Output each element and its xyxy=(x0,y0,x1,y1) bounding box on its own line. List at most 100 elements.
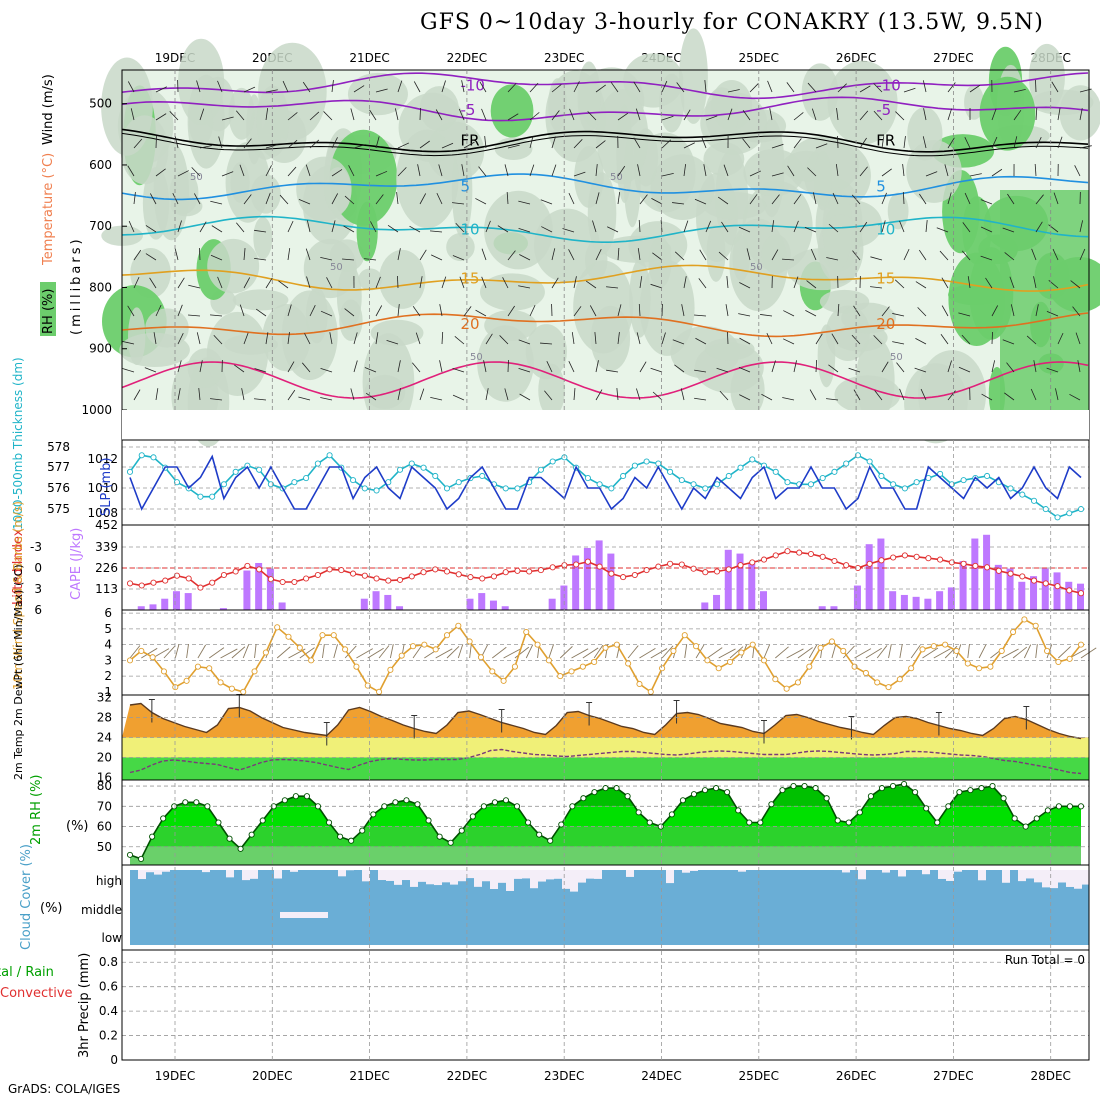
wind-barb xyxy=(771,143,784,149)
wind-barb xyxy=(836,108,839,121)
wind-point xyxy=(726,658,734,665)
rh2m-point xyxy=(679,797,686,804)
rh-area xyxy=(704,338,755,361)
wind-barb xyxy=(551,277,559,289)
wind-barb xyxy=(832,192,839,205)
li-point xyxy=(1066,587,1073,594)
wind-barb-10m xyxy=(174,644,180,659)
bottom-date-label: 26DEC xyxy=(836,1069,876,1083)
rh-area xyxy=(590,305,631,372)
high-cloud-gap xyxy=(842,870,850,873)
rh2m-point xyxy=(513,803,521,810)
cape-bar xyxy=(818,606,826,610)
wind-barb xyxy=(617,192,621,205)
wind-point xyxy=(308,657,315,664)
wind-barb xyxy=(415,332,421,345)
wind-barb xyxy=(475,309,487,317)
y-tick-label: 452 xyxy=(95,518,118,532)
li-point xyxy=(596,563,603,570)
rh2m-point xyxy=(303,793,310,800)
wind-barb xyxy=(595,389,603,401)
rh2m-point xyxy=(248,831,255,838)
wind-barb xyxy=(217,276,223,289)
wind-barb xyxy=(782,397,795,401)
rh2m-point xyxy=(292,793,299,800)
rh2m-point xyxy=(746,819,753,826)
li-point xyxy=(1077,590,1085,597)
wind-barb xyxy=(859,166,868,177)
wind-barb xyxy=(769,108,773,121)
wind-barb xyxy=(639,194,648,205)
li-point xyxy=(326,566,333,573)
rh2m-point xyxy=(779,787,786,794)
wind-barb xyxy=(739,282,751,289)
rh2m-point xyxy=(956,789,963,796)
li-point xyxy=(749,559,756,566)
wind-point xyxy=(693,643,700,650)
wind-barb xyxy=(683,142,695,149)
wind-barb xyxy=(699,249,707,261)
rh2m-point xyxy=(160,815,167,822)
rh-legend-swatch xyxy=(40,282,56,336)
thickness-point xyxy=(256,466,263,473)
y-tick-label: 32 xyxy=(97,691,112,705)
contour-line xyxy=(121,96,1089,122)
cape-bar xyxy=(936,591,944,610)
wind-barb xyxy=(892,341,905,345)
wind-barb xyxy=(617,165,626,177)
wind-barb xyxy=(551,248,556,261)
rh2m-point xyxy=(325,819,333,826)
wind-barb xyxy=(661,172,674,177)
wind-barb xyxy=(507,82,517,93)
wind-barb-10m xyxy=(197,644,207,659)
wind-barb xyxy=(1013,89,1026,93)
wind-barb xyxy=(771,220,775,233)
wind-barb xyxy=(639,361,647,373)
rh-area xyxy=(761,234,791,275)
wind-barb xyxy=(606,286,619,289)
li-point xyxy=(925,555,932,562)
wind-barb xyxy=(961,250,971,261)
wind-barb xyxy=(939,250,949,261)
y-tick-label: 6 xyxy=(104,606,112,620)
wind-barb-10m xyxy=(457,644,464,659)
wind-barb-10m xyxy=(220,648,238,659)
wind-barb xyxy=(594,332,597,345)
wind-barb-10m xyxy=(469,643,472,659)
li-point xyxy=(209,579,216,586)
wind-barb xyxy=(169,111,179,121)
rh2m-point xyxy=(359,827,366,834)
chart-title: GFS 0~10day 3-hourly for CONAKRY (13.5W,… xyxy=(420,10,1044,35)
wind-barb xyxy=(1077,360,1081,373)
wind-barb xyxy=(133,138,143,149)
wind-barb xyxy=(683,109,691,121)
wind-barb-10m xyxy=(367,647,384,659)
wind-barb xyxy=(243,138,252,149)
rh-moist-area xyxy=(979,76,1036,151)
wind-point xyxy=(477,654,485,661)
li-point xyxy=(843,562,850,569)
rh2m-point xyxy=(314,803,322,810)
wind-barb-10m xyxy=(242,644,250,659)
rh-area xyxy=(479,273,545,311)
wind-barb xyxy=(507,305,515,317)
wind-barb xyxy=(947,108,953,121)
wind-barb xyxy=(767,80,773,93)
li-point xyxy=(702,569,709,576)
cloud-pct-label: (%) xyxy=(40,901,63,916)
slp-line xyxy=(129,454,1082,511)
wind-barb xyxy=(304,333,311,345)
wind-barb xyxy=(694,198,707,205)
wind-barb xyxy=(1035,304,1039,317)
thickness-point xyxy=(1007,485,1014,492)
contour-line xyxy=(121,264,1089,292)
li-point xyxy=(432,566,439,573)
rh-area xyxy=(281,290,338,381)
high-cloud-gap xyxy=(954,870,962,872)
rh2m-point xyxy=(923,805,930,812)
wind-barb xyxy=(1031,248,1037,261)
rh-area xyxy=(703,192,767,220)
wind-barb xyxy=(1006,362,1015,373)
cape-ylabel-right: CAPE (J/kg) xyxy=(69,528,84,600)
